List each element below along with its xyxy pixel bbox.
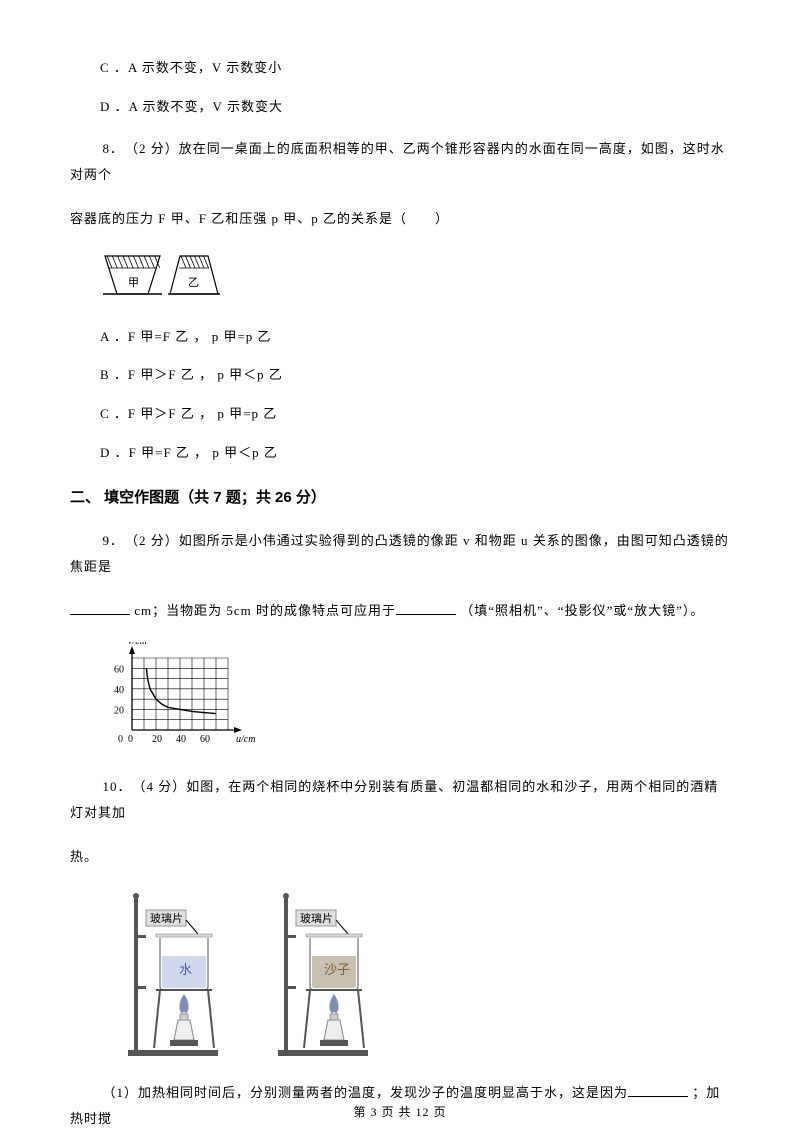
q8-option-d: D ．F 甲=F 乙 ， p 甲＜p 乙	[100, 443, 730, 464]
svg-text:60: 60	[200, 734, 210, 745]
svg-text:玻璃片: 玻璃片	[150, 911, 183, 925]
section-2-heading: 二、 填空作图题（共 7 题；共 26 分）	[70, 486, 730, 510]
q10-stem-line2: 热。	[70, 844, 730, 870]
svg-text:乙: 乙	[188, 276, 199, 289]
q9-blank1	[70, 601, 130, 615]
svg-text:沙子: 沙子	[324, 962, 350, 977]
q9-text-a: cm；当物距为 5cm 时的成像特点可应用于	[130, 603, 396, 618]
q9-stem-line1: 9． （2 分）如图所示是小伟通过实验得到的凸透镜的像距 v 和物距 u 关系的…	[70, 528, 730, 580]
svg-text:0: 0	[128, 734, 133, 745]
q10-sub1-blank	[628, 1083, 688, 1097]
svg-text:20: 20	[152, 734, 162, 745]
q9-stem-line2: cm；当物距为 5cm 时的成像特点可应用于 （填“照相机”、“投影仪”或“放大…	[70, 598, 730, 624]
page-footer: 第 3 页 共 12 页	[0, 1103, 800, 1122]
svg-text:v/cm: v/cm	[128, 642, 147, 647]
q9-blank2	[396, 601, 456, 615]
q10-stem-line1: 10． （4 分）如图，在两个相同的烧杯中分别装有质量、初温都相同的水和沙子，用…	[70, 774, 730, 826]
q10-diagram: 玻璃片水 玻璃片沙子	[120, 890, 730, 1060]
svg-text:0: 0	[118, 734, 123, 745]
q8-stem-line1: 8． （2 分）放在同一桌面上的底面积相等的甲、乙两个锥形容器内的水面在同一高度…	[70, 136, 730, 188]
svg-text:40: 40	[114, 685, 124, 696]
q8-diagram: 甲乙	[100, 250, 730, 305]
q9-chart: 0 20 40 60 20 40 60 0 u/cm v/cm	[100, 642, 730, 752]
svg-text:玻璃片: 玻璃片	[300, 911, 333, 925]
q8-option-a: A ．F 甲=F 乙 ， p 甲=p 乙	[100, 327, 730, 348]
q10-sub1-a: （1）加热相同时间后，分别测量两者的温度，发现沙子的温度明显高于水，这是因为	[103, 1085, 629, 1100]
q7-option-c: C ．A 示数不变，V 示数变小	[100, 58, 730, 79]
q8-option-b: B ．F 甲＞F 乙 ， p 甲＜p 乙	[100, 365, 730, 386]
svg-text:60: 60	[114, 664, 124, 675]
q7-option-d: D ．A 示数不变，V 示数变大	[100, 97, 730, 118]
svg-text:20: 20	[114, 705, 124, 716]
svg-text:水: 水	[179, 962, 192, 977]
q8-stem-line2: 容器底的压力 F 甲、F 乙和压强 p 甲、p 乙的关系是（ ）	[70, 206, 730, 232]
q8-option-c: C ．F 甲＞F 乙 ， p 甲=p 乙	[100, 404, 730, 425]
svg-text:40: 40	[176, 734, 186, 745]
svg-text:甲: 甲	[128, 277, 139, 289]
svg-text:u/cm: u/cm	[236, 734, 255, 745]
q9-text-b: （填“照相机”、“投影仪”或“放大镜”）。	[456, 603, 704, 618]
